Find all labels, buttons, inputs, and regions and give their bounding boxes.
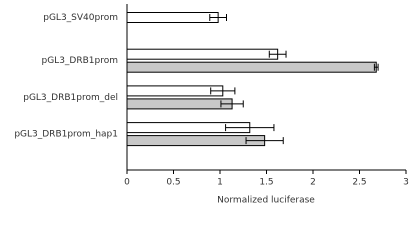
y-tick-label: pGL3_DRB1prom — [42, 56, 119, 66]
error-bar — [220, 100, 244, 108]
bar — [126, 98, 233, 110]
bar — [126, 48, 279, 60]
error-bar — [209, 14, 228, 21]
y-tick-label: pGL3_DRB1prom_hap1 — [14, 130, 118, 140]
chart: Normalized luciferase 0 0.5 1 1.5 2 2.5 3 pGL3_… — [14, 4, 409, 206]
error-bar — [210, 87, 236, 95]
x-tick-label: 2 — [310, 178, 316, 188]
x-tick-label: 1 — [217, 178, 223, 188]
bar — [126, 61, 377, 73]
error-bar — [245, 137, 284, 145]
y-tick-label: pGL3_DRB1prom_del — [23, 93, 118, 103]
bar — [126, 135, 266, 147]
error-bar — [268, 50, 287, 58]
bar — [126, 85, 224, 97]
x-tick-label: 2.5 — [352, 178, 366, 188]
bar — [126, 12, 219, 23]
error-bar — [225, 124, 275, 132]
y-tick-label: pGL3_SV40prom — [43, 13, 118, 23]
error-bar — [373, 63, 379, 71]
x-tick-label: 0 — [124, 178, 130, 188]
x-tick-label: 1.5 — [259, 178, 273, 188]
x-axis-label: Normalized luciferase — [217, 196, 315, 206]
x-tick-label: 3 — [403, 178, 409, 188]
x-tick-label: 0.5 — [166, 178, 180, 188]
